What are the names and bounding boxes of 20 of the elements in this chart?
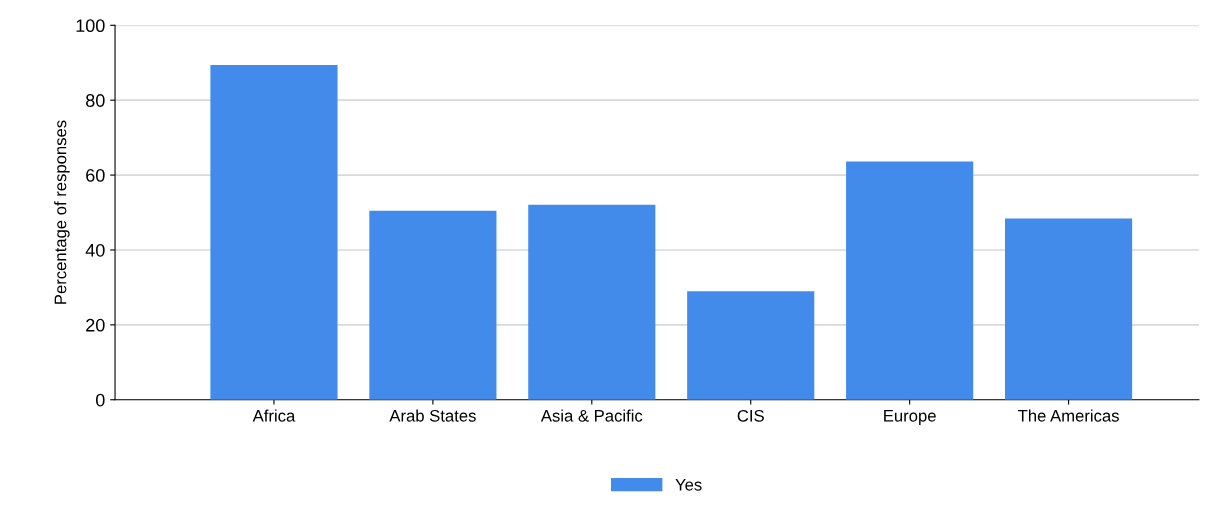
bar: [210, 64, 338, 400]
x-tick-label: The Americas: [1018, 409, 1119, 422]
bar: [687, 291, 815, 400]
y-tick-label: 100: [76, 19, 105, 33]
bar: [1005, 218, 1133, 400]
y-tick-label: 20: [86, 318, 105, 332]
x-tick-label: Europe: [884, 410, 936, 425]
y-tick-label: 40: [85, 243, 105, 257]
y-axis-title: Percentage of responses: [54, 120, 70, 304]
x-tick-label: Arab States: [389, 409, 476, 422]
y-tick-label: 60: [86, 169, 105, 182]
legend-label: Yes: [675, 479, 702, 491]
bar: [846, 161, 974, 400]
x-tick-label: Asia & Pacific: [540, 409, 643, 422]
x-tick-label: Africa: [252, 409, 296, 422]
y-tick-label: 0: [95, 393, 105, 407]
bar: [369, 210, 497, 400]
y-tick-label: 80: [86, 94, 105, 107]
bar: [528, 204, 656, 400]
x-tick-label: CIS: [737, 409, 764, 422]
